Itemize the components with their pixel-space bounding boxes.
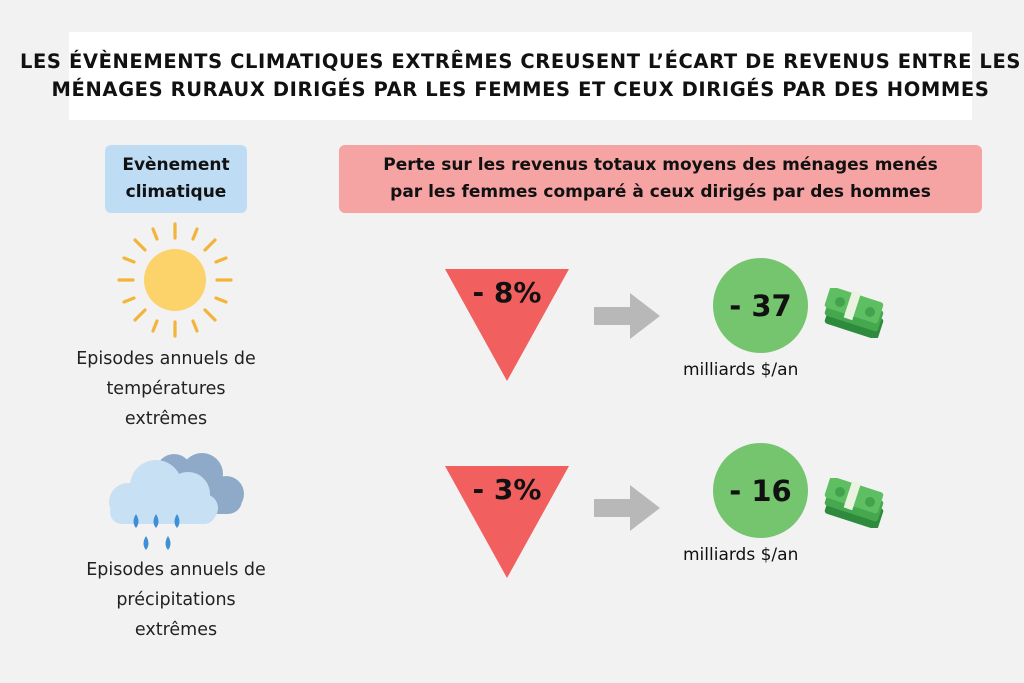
event-header-line-1: Evènement [122,155,230,175]
money-stack-icon [824,478,884,528]
event-label-line-1: Episodes annuels de [76,349,256,369]
arrow-right-icon [594,293,660,339]
event-label-temperature: Episodes annuels de températures extrême… [26,344,306,434]
amount-loss-temperature: - 37 [713,258,808,353]
percent-loss-precipitation: - 3% [472,473,542,506]
event-label-line-2: précipitations [116,590,236,610]
event-header-line-2: climatique [125,182,227,202]
decrease-triangle-temperature [445,269,569,381]
amount-loss-precipitation: - 16 [713,443,808,538]
unit-label-precipitation: milliards $/an [683,545,799,565]
decrease-triangle-precipitation [445,466,569,578]
event-label-line-3: extrêmes [134,620,218,640]
event-header: Evènement climatique [105,145,247,213]
money-stack-icon [824,288,884,338]
event-label-line-1: Episodes annuels de [86,560,266,580]
event-label-line-3: extrêmes [124,409,208,429]
event-label-line-2: températures [106,379,226,399]
rain-cloud-icon [109,453,244,550]
arrow-right-icon [594,485,660,531]
title-line-2: ménages ruraux dirigés par les femmes et… [51,78,990,101]
loss-header-line-1: Perte sur les revenus totaux moyens des … [383,155,938,175]
percent-loss-temperature: - 8% [472,276,542,309]
unit-label-temperature: milliards $/an [683,360,799,380]
title-line-1: Les évènements climatiques extrêmes creu… [19,50,1022,73]
title-box: Les évènements climatiques extrêmes creu… [20,32,1020,120]
loss-header: Perte sur les revenus totaux moyens des … [339,145,982,213]
loss-header-line-2: par les femmes comparé à ceux dirigés pa… [390,182,931,202]
sun-icon [117,222,233,338]
event-label-precipitation: Episodes annuels de précipitations extrê… [36,555,316,645]
